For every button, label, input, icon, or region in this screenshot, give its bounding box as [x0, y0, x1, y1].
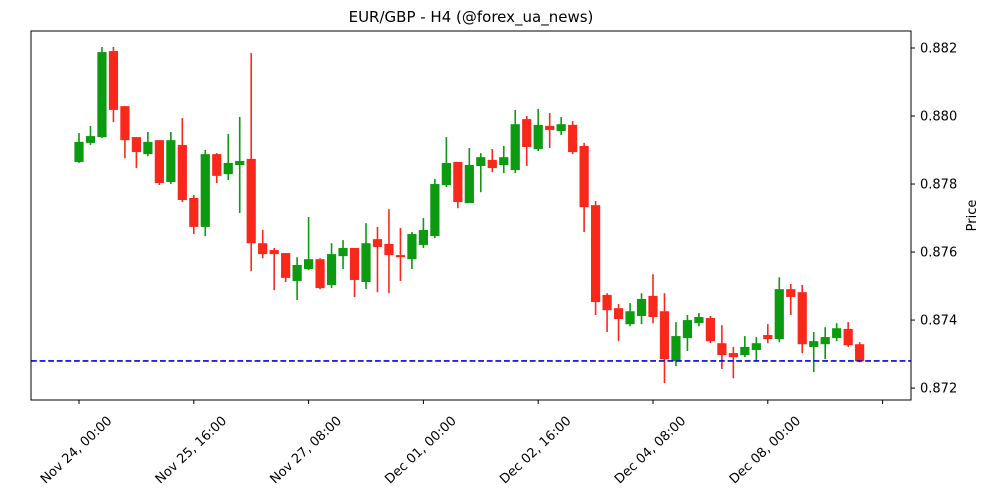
candle-body-down [545, 125, 555, 130]
candle-body-up [407, 234, 417, 260]
x-tick-label: Dec 08, 00:00 [727, 414, 804, 487]
candle-body-up [143, 141, 153, 155]
y-tick-label: 0.880 [920, 110, 957, 125]
candle-body-down [453, 161, 463, 203]
candle-body-up [166, 140, 176, 183]
candle-body-up [418, 229, 428, 245]
candle-body-down [579, 145, 589, 208]
candle-body-down [269, 250, 279, 255]
candle-body-up [751, 343, 761, 351]
candle-body-up [97, 52, 107, 138]
candle-body-up [809, 341, 819, 347]
candle-body-down [855, 344, 865, 362]
x-axis: Nov 24, 00:00 Nov 25, 16:00 Nov 27, 08:00 D… [38, 400, 884, 488]
candle-body-down [120, 106, 130, 141]
candle-body-up [533, 124, 543, 150]
candle-body-up [361, 243, 371, 282]
candle-body-up [200, 154, 210, 227]
candle-body-up [774, 289, 784, 340]
plot-border [30, 30, 912, 401]
candle-body-down [395, 255, 406, 258]
candle-body-down [189, 197, 199, 227]
y-tick-label: 0.882 [920, 42, 957, 57]
candle-body-down [522, 119, 532, 147]
candle-body-up [476, 157, 486, 167]
candles-layer [74, 46, 865, 383]
candle-body-down [786, 289, 796, 297]
candle-body-up [636, 298, 647, 316]
x-tick-label: Dec 02, 16:00 [497, 414, 574, 487]
candle-body-down [258, 243, 268, 255]
candle-body-up [326, 254, 337, 286]
candle-body-up [510, 124, 520, 171]
candle-body-down [648, 295, 658, 318]
candle-body-down [108, 51, 119, 110]
candle-body-up [556, 124, 566, 131]
candle-body-down [705, 318, 715, 342]
candle-body-down [843, 328, 853, 346]
candle-body-up [820, 337, 830, 345]
candle-body-up [499, 157, 509, 165]
chart-title: EUR/GBP - H4 (@forex_ua_news) [349, 8, 594, 27]
candle-body-up [625, 311, 635, 325]
candle-body-down [315, 259, 325, 289]
candle-body-down [659, 311, 670, 360]
x-tick-label: Dec 04, 08:00 [612, 414, 689, 487]
candle-body-down [568, 124, 578, 153]
x-tick-label: Nov 25, 16:00 [153, 414, 230, 488]
candle-body-up [694, 317, 704, 324]
y-axis-label: Price [965, 200, 980, 232]
candle-body-down [281, 253, 291, 278]
candle-body-up [430, 184, 440, 237]
x-tick-label: Dec 01, 00:00 [382, 414, 459, 487]
candle-body-down [177, 144, 187, 201]
candle-body-up [740, 346, 750, 356]
candle-body-up [292, 264, 302, 281]
candle-body-down [384, 243, 394, 256]
y-tick-label: 0.874 [920, 314, 957, 329]
candle-body-down [591, 205, 601, 303]
candle-body-down [349, 247, 360, 280]
y-tick-label: 0.876 [920, 246, 957, 261]
candle-body-up [338, 247, 348, 257]
candle-body-down [246, 158, 256, 244]
x-tick-label: Nov 24, 00:00 [38, 414, 115, 488]
candle-body-up [682, 320, 693, 339]
candle-body-up [464, 164, 474, 204]
candle-body-up [85, 136, 96, 143]
candle-body-down [372, 239, 383, 247]
candle-body-down [728, 353, 738, 358]
candle-body-down [131, 137, 141, 153]
candle-body-up [441, 162, 451, 186]
candle-body-down [613, 308, 624, 320]
candle-body-down [797, 292, 807, 345]
y-tick-label: 0.878 [920, 178, 957, 193]
x-tick-label: Nov 27, 08:00 [268, 414, 345, 488]
candle-body-down [154, 140, 164, 184]
candle-body-down [602, 294, 612, 311]
y-tick-label: 0.872 [920, 382, 957, 397]
candle-body-up [74, 141, 84, 162]
candle-body-down [487, 159, 497, 169]
candle-body-up [671, 336, 681, 362]
candle-body-down [717, 343, 727, 356]
candle-body-up [235, 160, 245, 165]
candle-body-up [223, 162, 233, 175]
y-axis: 0.872 0.874 0.876 0.878 0.880 0.882 [911, 42, 957, 397]
candle-body-down [212, 154, 222, 176]
candle-body-up [304, 259, 314, 270]
candle-body-up [832, 328, 842, 339]
candle-body-down [763, 335, 773, 340]
